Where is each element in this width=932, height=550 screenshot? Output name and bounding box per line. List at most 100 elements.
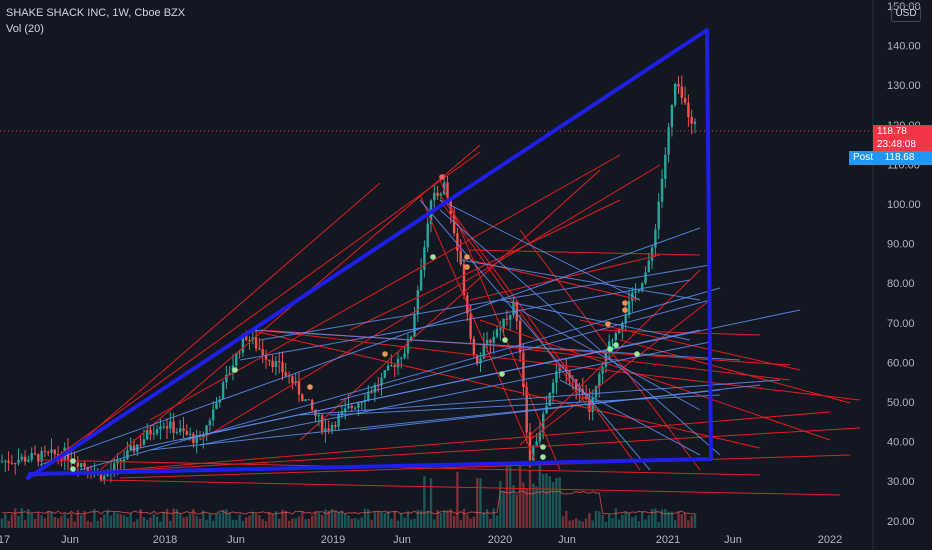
candle-body bbox=[410, 336, 413, 341]
blue-trendline[interactable] bbox=[439, 209, 721, 456]
price-axis[interactable]: 150.00140.00130.00120.00110.00100.0090.0… bbox=[887, 1, 921, 528]
blue-trendline[interactable] bbox=[299, 379, 781, 416]
blue-trendline[interactable] bbox=[249, 329, 741, 361]
blue-trendline[interactable] bbox=[239, 279, 691, 361]
red-trendline[interactable] bbox=[469, 249, 701, 256]
volume-bar bbox=[301, 511, 304, 528]
volume-bar bbox=[37, 512, 40, 528]
volume-bar bbox=[304, 519, 307, 528]
volume-bar bbox=[561, 516, 565, 528]
volume-bar bbox=[294, 518, 297, 528]
volume-bar bbox=[350, 518, 353, 528]
red-trendline[interactable] bbox=[29, 151, 481, 477]
volume-bar bbox=[0, 518, 4, 528]
volume-bar bbox=[413, 518, 416, 528]
candle-body bbox=[347, 406, 350, 409]
red-trendline[interactable] bbox=[59, 411, 831, 476]
blue-trendline[interactable] bbox=[259, 264, 711, 341]
candle-body bbox=[495, 329, 499, 337]
candle-body bbox=[680, 86, 683, 99]
candle-body bbox=[416, 290, 419, 315]
volume-bar bbox=[172, 508, 175, 528]
candle-body bbox=[588, 398, 591, 412]
red-trendlines[interactable] bbox=[29, 144, 861, 496]
volume-bar bbox=[644, 519, 647, 528]
blue-trendline[interactable] bbox=[339, 299, 711, 401]
candle-body bbox=[433, 192, 436, 201]
volume-bar bbox=[558, 477, 561, 528]
red-trendline[interactable] bbox=[519, 269, 701, 446]
red-trendline[interactable] bbox=[579, 319, 801, 371]
candle-body bbox=[37, 454, 40, 462]
red-trendline[interactable] bbox=[529, 299, 711, 441]
red-trendline[interactable] bbox=[439, 199, 591, 411]
volume-bar bbox=[509, 464, 512, 528]
blue-trendline[interactable] bbox=[459, 259, 701, 301]
triangle-drawing[interactable] bbox=[26, 28, 713, 480]
red-trendline[interactable] bbox=[99, 479, 841, 496]
blue-trendline[interactable] bbox=[419, 199, 651, 471]
blue-trendline[interactable] bbox=[149, 389, 721, 451]
volume-bar bbox=[545, 473, 548, 528]
candle-body bbox=[647, 260, 650, 273]
blue-trendlines[interactable] bbox=[39, 199, 801, 471]
candle-body bbox=[17, 459, 20, 464]
candle-body bbox=[284, 372, 287, 376]
time-tick-label: Jun bbox=[227, 534, 245, 546]
volume-bar bbox=[185, 516, 188, 528]
candle-body bbox=[677, 83, 680, 87]
currency-button[interactable]: USD bbox=[891, 5, 921, 22]
red-trendline[interactable] bbox=[439, 194, 641, 471]
candle-body bbox=[179, 428, 182, 432]
blue-trendline[interactable] bbox=[499, 299, 691, 341]
candle-body bbox=[149, 430, 152, 435]
red-trendline[interactable] bbox=[199, 164, 661, 441]
red-trendline[interactable] bbox=[249, 329, 761, 449]
red-trendline[interactable] bbox=[489, 344, 791, 381]
volume-bar bbox=[584, 518, 588, 528]
red-trendline[interactable] bbox=[59, 182, 381, 461]
blue-trendline[interactable] bbox=[179, 329, 701, 441]
volume-bar bbox=[218, 512, 221, 528]
red-trendline[interactable] bbox=[119, 454, 851, 479]
candle-body bbox=[162, 426, 165, 428]
blue-trendline[interactable] bbox=[519, 309, 701, 411]
candle-body bbox=[317, 415, 320, 417]
volume-bar bbox=[347, 515, 350, 528]
red-trendline[interactable] bbox=[619, 339, 851, 404]
red-trendline[interactable] bbox=[299, 169, 601, 441]
candle-body bbox=[43, 450, 47, 452]
time-axis[interactable]: 17 Jun 2018 Jun 2019 Jun 2020 Jun 2021 Jun 2022 bbox=[0, 534, 842, 546]
volume-bar bbox=[588, 513, 591, 528]
candle-body bbox=[413, 314, 416, 337]
red-trendline[interactable] bbox=[419, 194, 536, 461]
blue-trendline[interactable] bbox=[199, 341, 711, 446]
candle-body bbox=[188, 433, 192, 435]
red-trendline[interactable] bbox=[439, 179, 561, 471]
volume-ma-line bbox=[1, 490, 696, 515]
candle-body bbox=[175, 431, 179, 433]
volume-bar bbox=[400, 512, 403, 528]
blue-trendline[interactable] bbox=[79, 287, 721, 471]
candle-body bbox=[687, 102, 690, 117]
candle-body bbox=[268, 359, 271, 361]
blue-trendline[interactable] bbox=[39, 227, 701, 466]
volume-bar bbox=[4, 513, 7, 528]
blue-trendline[interactable] bbox=[439, 199, 641, 301]
volume-bar bbox=[383, 513, 386, 528]
red-trendline[interactable] bbox=[349, 199, 621, 331]
candle-body bbox=[568, 371, 571, 379]
red-trendline[interactable] bbox=[29, 427, 861, 477]
volume-bar bbox=[344, 513, 347, 528]
signal-dot bbox=[382, 351, 388, 357]
volume-bar bbox=[63, 513, 66, 528]
volume-bar bbox=[122, 514, 126, 528]
volume-bar bbox=[175, 509, 179, 528]
volume-bar bbox=[188, 513, 192, 528]
red-trendline[interactable] bbox=[149, 154, 621, 421]
volume-bar bbox=[485, 509, 489, 528]
volume-bar bbox=[86, 520, 89, 528]
volume-bar bbox=[433, 519, 436, 528]
blue-trendline[interactable] bbox=[329, 394, 721, 416]
